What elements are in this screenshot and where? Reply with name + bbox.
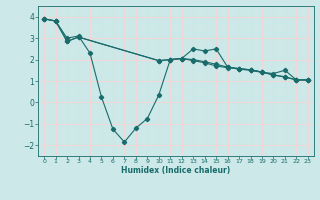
X-axis label: Humidex (Indice chaleur): Humidex (Indice chaleur) xyxy=(121,166,231,175)
